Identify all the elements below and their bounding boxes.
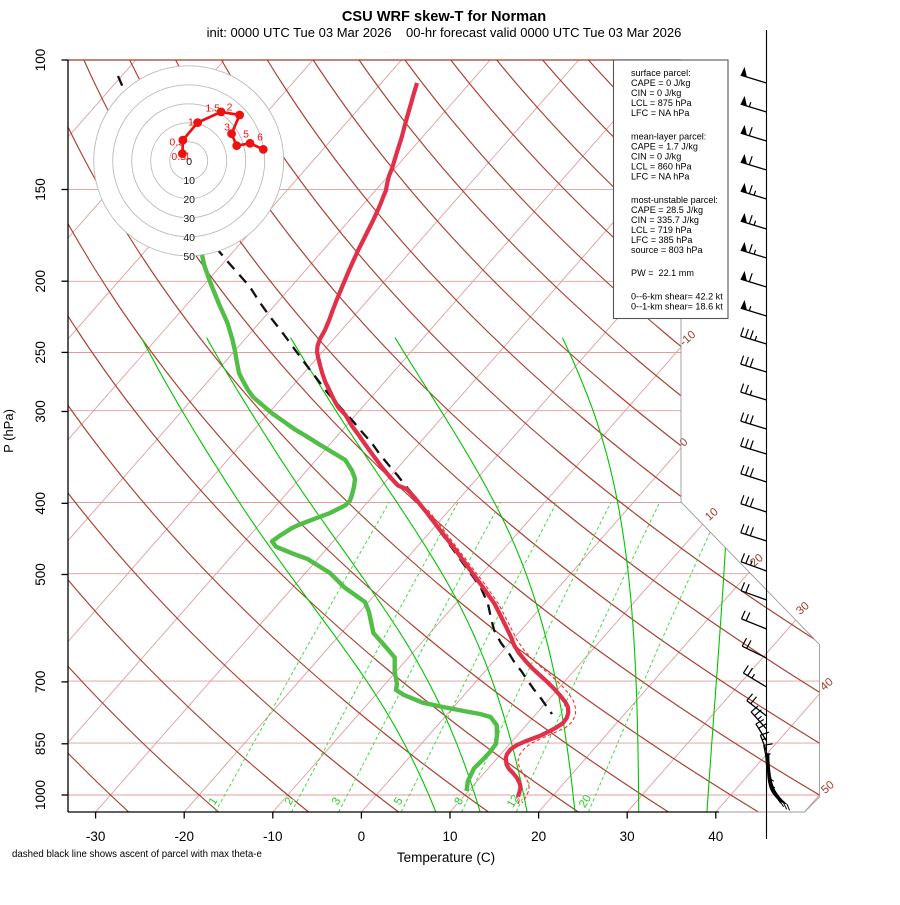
svg-text:CIN = 335.7 J/kg: CIN = 335.7 J/kg [631, 215, 699, 225]
svg-text:30: 30 [620, 829, 635, 844]
svg-text:LCL = 860 hPa: LCL = 860 hPa [631, 162, 693, 172]
svg-text:30: 30 [183, 213, 195, 225]
svg-text:mean-layer parcel:: mean-layer parcel: [631, 132, 706, 142]
svg-text:-20: -20 [174, 829, 194, 844]
svg-text:1.5: 1.5 [205, 102, 220, 114]
svg-text:3: 3 [224, 121, 230, 133]
svg-text:LCL = 719 hPa: LCL = 719 hPa [631, 225, 693, 235]
svg-text:LFC = NA hPa: LFC = NA hPa [631, 108, 690, 118]
svg-text:250: 250 [33, 341, 48, 364]
svg-text:P (hPa): P (hPa) [1, 409, 16, 453]
svg-text:surface parcel:: surface parcel: [631, 68, 691, 78]
svg-text:LFC = 385 hPa: LFC = 385 hPa [631, 235, 693, 245]
svg-text:1000: 1000 [33, 780, 48, 810]
svg-text:400: 400 [33, 492, 48, 515]
svg-text:100: 100 [33, 49, 48, 72]
svg-text:500: 500 [33, 563, 48, 586]
svg-text:LCL = 875 hPa: LCL = 875 hPa [631, 98, 693, 108]
svg-text:source = 803 hPa: source = 803 hPa [631, 245, 703, 255]
svg-text:0--1-km shear= 18.6 kt: 0--1-km shear= 18.6 kt [631, 301, 723, 311]
svg-text:200: 200 [33, 270, 48, 293]
svg-text:20: 20 [531, 829, 546, 844]
svg-text:2: 2 [227, 101, 233, 113]
svg-text:700: 700 [33, 671, 48, 694]
svg-text:CAPE = 28.5 J/kg: CAPE = 28.5 J/kg [631, 205, 703, 215]
svg-text:init: 0000 UTC Tue 03 Mar 2026: init: 0000 UTC Tue 03 Mar 2026 00-hr for… [207, 25, 682, 40]
svg-text:0--6-km shear= 42.2 kt: 0--6-km shear= 42.2 kt [631, 291, 723, 301]
svg-text:-30: -30 [86, 829, 106, 844]
svg-text:CSU WRF skew-T for Norman: CSU WRF skew-T for Norman [342, 9, 546, 25]
svg-text:1: 1 [188, 116, 194, 128]
svg-text:0.5: 0.5 [169, 137, 184, 149]
svg-text:0: 0 [358, 829, 366, 844]
svg-text:10: 10 [442, 829, 457, 844]
svg-text:PW = 22.1 mm: PW = 22.1 mm [631, 268, 694, 278]
svg-text:850: 850 [33, 733, 48, 756]
svg-text:most-unstable parcel:: most-unstable parcel: [631, 195, 718, 205]
svg-text:20: 20 [183, 194, 195, 206]
svg-text:6: 6 [257, 131, 263, 143]
svg-text:CIN = 0 J/kg: CIN = 0 J/kg [631, 88, 681, 98]
svg-text:dashed black line shows ascent: dashed black line shows ascent of parcel… [12, 849, 262, 860]
svg-text:0.5: 0.5 [171, 151, 186, 163]
svg-text:-10: -10 [263, 829, 283, 844]
svg-text:0: 0 [186, 156, 192, 168]
svg-text:300: 300 [33, 400, 48, 423]
svg-text:40: 40 [183, 232, 195, 244]
svg-text:50: 50 [183, 251, 195, 263]
svg-text:40: 40 [708, 829, 723, 844]
svg-text:CAPE = 0 J/kg: CAPE = 0 J/kg [631, 78, 690, 88]
svg-text:1: 1 [185, 151, 191, 163]
svg-text:10: 10 [183, 175, 195, 187]
svg-text:CAPE = 1.7 J/kg: CAPE = 1.7 J/kg [631, 142, 698, 152]
svg-text:5: 5 [243, 129, 249, 141]
svg-text:LFC = NA hPa: LFC = NA hPa [631, 172, 690, 182]
svg-text:CIN = 0 J/kg: CIN = 0 J/kg [631, 152, 681, 162]
svg-text:150: 150 [33, 178, 48, 201]
svg-text:Temperature (C): Temperature (C) [397, 850, 495, 865]
